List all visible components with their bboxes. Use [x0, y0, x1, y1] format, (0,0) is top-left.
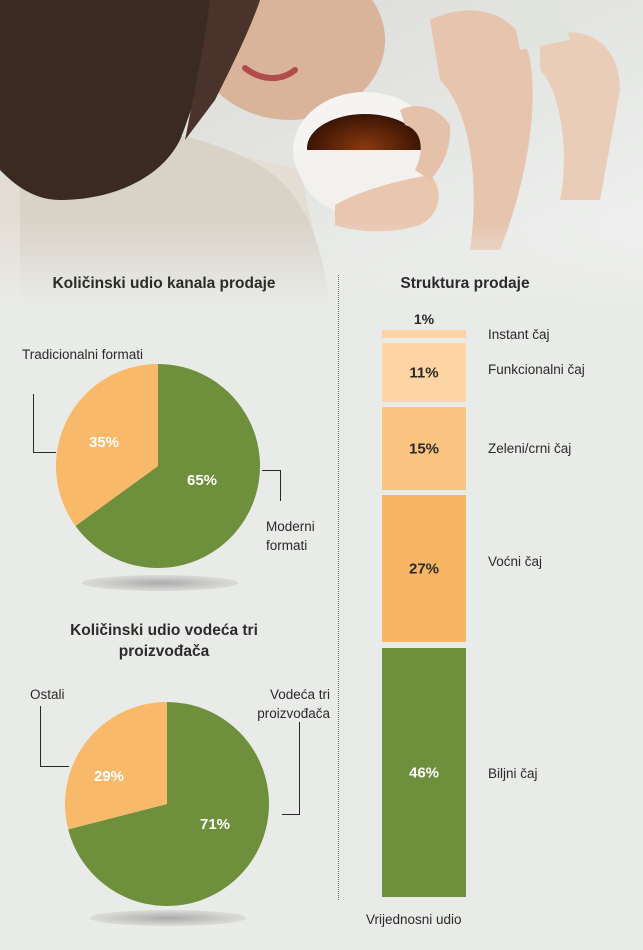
bar-segment-1-value: 11%: [409, 365, 438, 382]
bars-title: Struktura prodaje: [400, 275, 530, 292]
bar-category-0: Instant čaj: [488, 327, 550, 342]
bar-category-3: Voćni čaj: [488, 554, 543, 569]
pie2-leader-top-three: [282, 722, 300, 815]
pie1-slice-0: [75, 364, 260, 568]
bar-segment-4-value: 46%: [409, 765, 439, 782]
pie1-legend-traditional: Tradicionalni formati: [22, 347, 144, 362]
pie2-legend-top-three: Vodeća tri proizvođača: [257, 687, 330, 721]
bar-segment-3: [382, 495, 466, 642]
pie2-leader-others: [40, 706, 69, 767]
pie2-slice-1-value: 29%: [94, 768, 124, 785]
bar-segment-2: [382, 407, 466, 490]
pie1-leader-modern: [262, 470, 281, 501]
pie1-slice-0-value: 65%: [187, 472, 217, 489]
pie1-legend-modern: Moderni formati: [266, 519, 315, 553]
pie2-shadow: [90, 910, 246, 926]
bar-segment-0-value: 1%: [414, 311, 435, 327]
pie-charts: 65% 35% 71% 29%: [55, 364, 269, 907]
pie2-slice-0-value: 71%: [200, 816, 230, 833]
stacked-bar-chart: 1% 11% 15% 27% 46%: [382, 311, 466, 897]
bar-category-2: Zeleni/crni čaj: [488, 441, 572, 456]
bar-segment-4: [382, 648, 466, 897]
hero-photo-woman-drinking-tea: [0, 0, 643, 305]
pie2-slice-1: [65, 702, 167, 830]
pie1-shadow: [82, 575, 238, 591]
bar-segment-3-value: 27%: [409, 561, 439, 578]
pie1-slice-1-value: 35%: [89, 434, 119, 451]
bar-segment-0: [382, 330, 466, 338]
column-divider: [338, 275, 339, 900]
pie2-legend-others: Ostali: [30, 687, 65, 702]
pie2-slice-0: [68, 702, 269, 907]
bar-segment-2-value: 15%: [409, 441, 439, 458]
bar-category-4: Biljni čaj: [488, 766, 538, 781]
bar-segment-1: [382, 343, 466, 402]
pie1-leader-traditional: [33, 394, 56, 453]
pie1-title: Količinski udio kanala prodaje: [52, 275, 276, 292]
pie2-title: Količinski udio vodeća tri proizvođača: [70, 622, 258, 660]
bar-category-1: Funkcionalni čaj: [488, 362, 585, 377]
bars-footer-label: Vrijednosni udio: [366, 912, 462, 927]
pie1-slice-1: [55, 364, 158, 526]
